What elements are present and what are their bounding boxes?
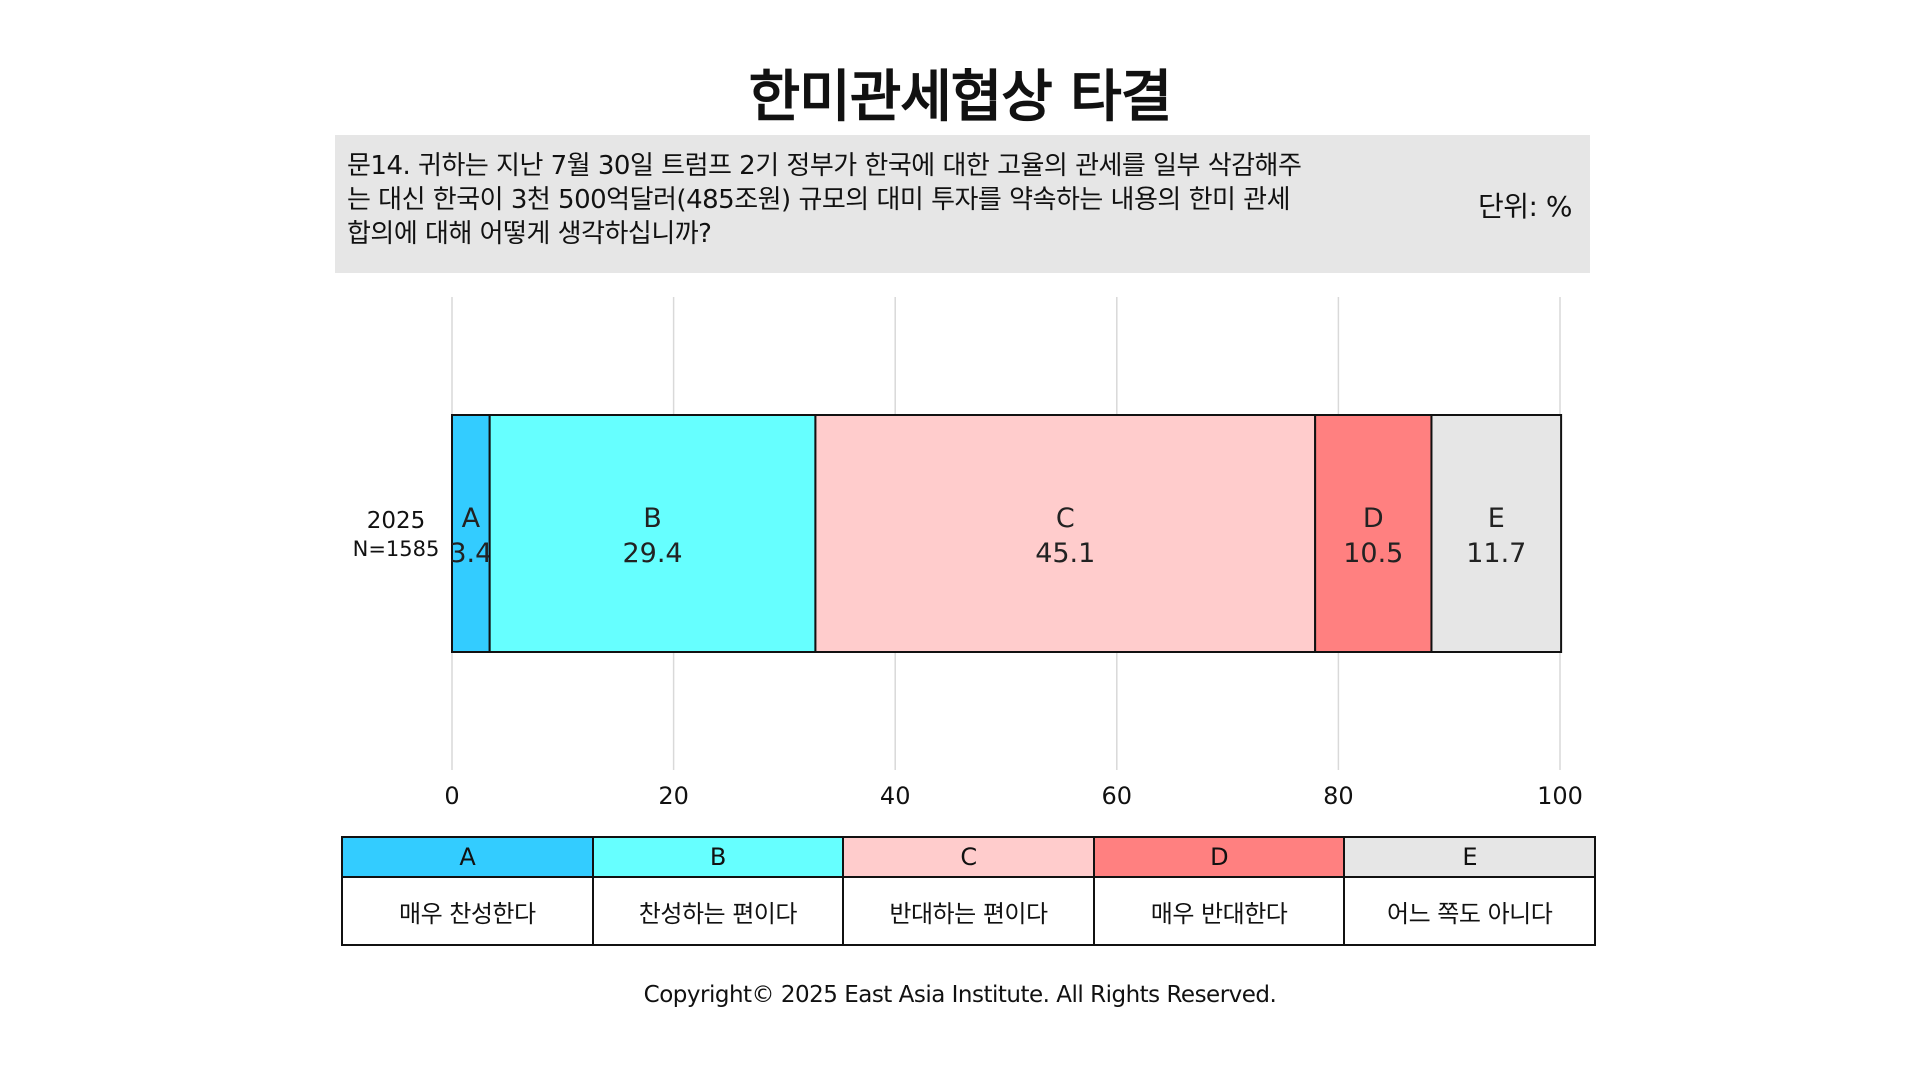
bar-segment-c <box>814 414 1317 653</box>
data-label-d: 10.5 <box>1343 538 1403 569</box>
legend-key-e: E <box>1343 836 1596 878</box>
x-tick-label-100: 100 <box>1537 782 1583 810</box>
data-label-c: 45.1 <box>1035 538 1095 569</box>
bar-segment-a <box>451 414 491 653</box>
legend-label-d: 매우 반대한다 <box>1092 876 1346 946</box>
x-tick-label-60: 60 <box>1102 782 1133 810</box>
x-tick-label-20: 20 <box>658 782 689 810</box>
question-text: 문14. 귀하는 지난 7월 30일 트럼프 2기 정부가 한국에 대한 고율의… <box>347 151 1302 249</box>
stacked-bar-chart: 0 20 40 60 80 100 2025 N=1585 A 3.4 B 29.4 C 45.1 D 10.… <box>353 297 1583 810</box>
legend-label-c: 반대하는 편이다 <box>842 876 1095 946</box>
legend-key-b: B <box>591 836 845 878</box>
x-tick-label-40: 40 <box>880 782 911 810</box>
category-label-year: 2025 <box>367 508 426 534</box>
legend-key-a: A <box>341 836 594 878</box>
segment-name-label-c: C <box>1056 503 1075 534</box>
question-box: 문14. 귀하는 지난 7월 30일 트럼프 2기 정부가 한국에 대한 고율의… <box>335 135 1590 273</box>
data-label-a: 3.4 <box>449 538 492 569</box>
x-tick-label-0: 0 <box>444 782 459 810</box>
segment-name-label-d: D <box>1363 503 1384 534</box>
legend-table: A B C D E 매우 찬성한다 찬성하는 편이다 반대하는 편이다 매우 반… <box>341 836 1596 946</box>
category-label-n: N=1585 <box>353 537 440 561</box>
legend-key-d: D <box>1092 836 1346 878</box>
data-label-b: 29.4 <box>622 538 682 569</box>
bar-segment-b <box>488 414 817 653</box>
segment-name-label-b: B <box>643 503 662 534</box>
legend-key-c: C <box>842 836 1095 878</box>
chart-title: 한미관세협상 타결 <box>748 65 1173 130</box>
legend-label-e: 어느 쪽도 아니다 <box>1343 876 1596 946</box>
legend-label-a: 매우 찬성한다 <box>341 876 594 946</box>
copyright-text: Copyright© 2025 East Asia Institute. All… <box>643 982 1277 1008</box>
segment-name-label-e: E <box>1488 503 1505 534</box>
segment-name-label-a: A <box>462 503 481 534</box>
bar-segment-e <box>1430 414 1563 653</box>
legend-label-row: 매우 찬성한다 찬성하는 편이다 반대하는 편이다 매우 반대한다 어느 쪽도 … <box>341 876 1596 946</box>
legend-header-row: A B C D E <box>341 836 1596 878</box>
legend-label-b: 찬성하는 편이다 <box>591 876 845 946</box>
bar-segment-d <box>1314 414 1433 653</box>
data-label-e: 11.7 <box>1466 538 1526 569</box>
x-tick-label-80: 80 <box>1323 782 1354 810</box>
unit-label: 단위: % <box>1478 190 1572 223</box>
